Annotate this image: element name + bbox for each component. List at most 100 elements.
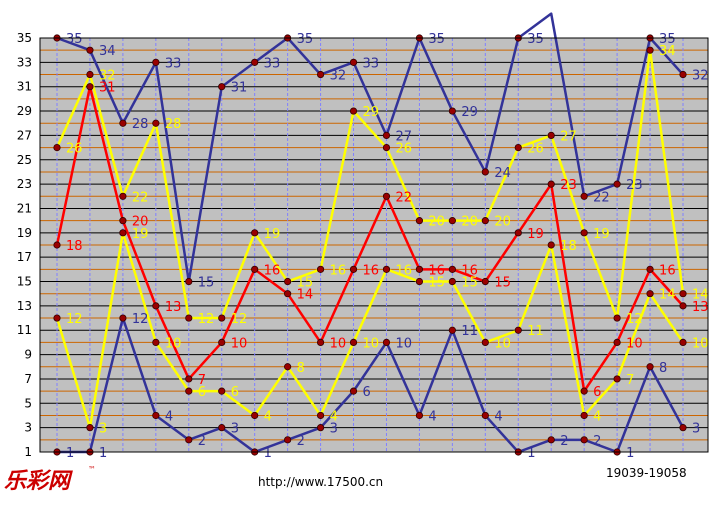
data-label: 18: [560, 239, 577, 254]
data-label: 35: [527, 32, 544, 47]
data-label: 35: [428, 32, 445, 47]
data-label: 6: [363, 385, 371, 400]
series-layer: [53, 12, 687, 456]
data-label: 19: [527, 227, 544, 242]
data-label: 12: [198, 312, 215, 327]
data-label: 3: [231, 422, 239, 437]
data-label: 28: [132, 117, 149, 132]
data-point: [679, 424, 687, 432]
series-line: [56, 12, 684, 283]
data-point: [218, 424, 226, 432]
y-tick-label: 7: [24, 372, 32, 386]
data-label: 23: [560, 178, 577, 193]
y-tick-label: 5: [24, 396, 32, 410]
data-point: [679, 290, 687, 298]
data-point: [349, 58, 358, 66]
data-point: [251, 411, 259, 420]
data-label: 15: [198, 276, 215, 291]
data-point: [613, 375, 621, 383]
data-label: 14: [297, 288, 314, 303]
data-label: 1: [264, 446, 272, 461]
y-tick-label: 15: [17, 275, 32, 289]
data-point: [382, 265, 391, 273]
data-point: [514, 143, 522, 152]
data-label: 33: [363, 56, 380, 71]
data-label: 15: [494, 276, 511, 291]
data-point: [53, 314, 61, 322]
data-point: [613, 338, 621, 347]
data-label: 20: [428, 215, 445, 230]
data-label: 4: [593, 409, 601, 424]
data-label: 4: [494, 409, 502, 424]
data-label: 1: [527, 446, 535, 461]
data-label: 4: [165, 409, 173, 424]
data-label: 10: [692, 336, 709, 351]
data-point: [349, 265, 358, 273]
data-label: 11: [527, 324, 544, 339]
data-label: 12: [66, 312, 83, 327]
data-point: [547, 436, 555, 444]
data-label: 19: [264, 227, 281, 242]
data-point: [580, 192, 588, 200]
y-tick-label: 23: [17, 177, 32, 191]
label-layer: 3534283315313335323327352924352223353226…: [66, 32, 709, 461]
data-point: [119, 119, 127, 127]
y-tick-label: 9: [24, 348, 32, 362]
series-line: [55, 231, 685, 429]
data-label: 7: [198, 373, 206, 388]
data-label: 16: [363, 263, 380, 278]
data-point: [646, 265, 654, 273]
data-label: 4: [428, 409, 436, 424]
data-label: 3: [330, 422, 338, 437]
data-label: 19: [593, 227, 610, 242]
data-point: [349, 338, 358, 347]
data-label: 12: [231, 312, 248, 327]
data-label: 15: [461, 276, 478, 291]
data-label: 16: [330, 263, 347, 278]
data-point: [580, 436, 588, 444]
data-point: [382, 143, 391, 152]
data-label: 6: [593, 385, 601, 400]
data-label: 26: [66, 142, 83, 157]
data-label: 32: [692, 69, 709, 84]
data-point: [547, 131, 555, 140]
data-point: [613, 180, 621, 188]
data-label: 4: [264, 409, 272, 424]
y-tick-label: 3: [24, 421, 32, 435]
data-label: 32: [330, 69, 347, 84]
data-point: [185, 436, 193, 444]
data-point: [119, 217, 127, 225]
data-point: [119, 314, 127, 322]
data-point: [547, 180, 555, 188]
data-point: [514, 326, 522, 334]
y-tick-label: 31: [17, 80, 32, 94]
data-label: 22: [395, 190, 412, 205]
data-label: 20: [494, 215, 511, 230]
data-label: 2: [297, 434, 305, 449]
data-label: 34: [99, 44, 116, 59]
data-label: 1: [626, 446, 634, 461]
data-point: [679, 302, 687, 310]
data-point: [152, 302, 160, 310]
data-point: [415, 217, 424, 225]
data-point: [613, 314, 621, 322]
data-label: 12: [626, 312, 643, 327]
data-point: [448, 265, 456, 273]
data-point: [86, 424, 94, 432]
data-label: 31: [231, 81, 248, 96]
data-point: [185, 375, 193, 383]
data-point: [316, 265, 325, 273]
y-tick-label: 19: [17, 226, 32, 240]
data-point: [382, 338, 391, 347]
data-label: 32: [99, 69, 116, 84]
data-point: [218, 338, 226, 347]
data-point: [448, 107, 456, 115]
data-point: [382, 131, 391, 140]
data-point: [415, 265, 424, 273]
data-point: [580, 387, 588, 395]
data-point: [53, 241, 61, 249]
data-label: 14: [692, 288, 709, 303]
data-label: 22: [132, 190, 149, 205]
data-point: [185, 387, 193, 395]
data-label: 11: [461, 324, 478, 339]
